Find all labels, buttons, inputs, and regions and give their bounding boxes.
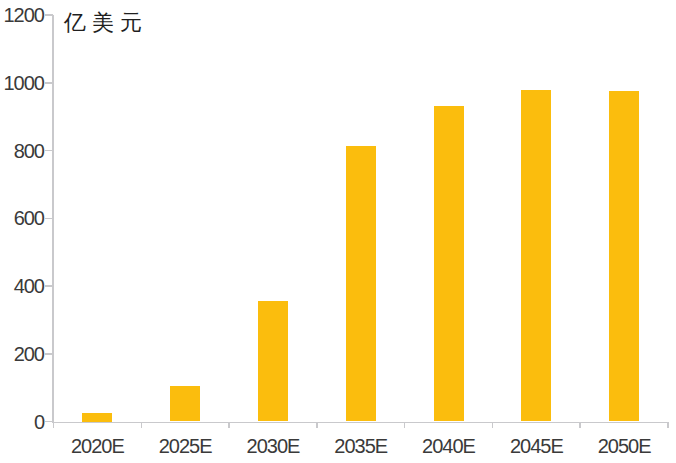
- bar-2045E: [521, 90, 551, 422]
- y-axis-tick-label: 600: [0, 207, 44, 229]
- y-axis-tick-mark: [45, 285, 53, 287]
- y-axis-unit-label: 亿美元: [64, 8, 148, 38]
- x-axis-tick-mark: [53, 422, 55, 428]
- x-axis-tick-label: 2045E: [492, 434, 580, 458]
- x-axis-tick-label: 2050E: [580, 434, 668, 458]
- bar-2025E: [170, 386, 200, 422]
- x-axis-tick-mark: [579, 422, 581, 428]
- bar-2035E: [346, 146, 376, 421]
- y-axis-tick-label: 200: [0, 343, 44, 365]
- bar-2030E: [258, 301, 288, 422]
- y-axis-tick-mark: [45, 218, 53, 220]
- x-axis-tick-mark: [667, 422, 669, 428]
- x-axis-tick-label: 2030E: [229, 434, 317, 458]
- bar-2020E: [82, 413, 112, 421]
- y-axis-tick-mark: [45, 353, 53, 355]
- y-axis-tick-label: 400: [0, 275, 44, 297]
- y-axis-tick-mark: [45, 82, 53, 84]
- x-axis-tick-label: 2040E: [405, 434, 493, 458]
- y-axis-tick-mark: [45, 14, 53, 16]
- y-axis-tick-label: 1000: [0, 72, 44, 94]
- x-axis-tick-mark: [228, 422, 230, 428]
- y-axis-tick-label: 0: [0, 411, 44, 433]
- x-axis-tick-mark: [404, 422, 406, 428]
- x-axis-tick-label: 2020E: [54, 434, 142, 458]
- bar-2040E: [434, 106, 464, 422]
- y-axis-tick-label: 800: [0, 140, 44, 162]
- x-axis-tick-mark: [316, 422, 318, 428]
- x-axis-tick-mark: [492, 422, 494, 428]
- bar-2050E: [609, 91, 639, 422]
- y-axis-tick-mark: [45, 150, 53, 152]
- x-axis-tick-label: 2025E: [141, 434, 229, 458]
- y-axis-tick-label: 1200: [0, 4, 44, 26]
- x-axis-tick-label: 2035E: [317, 434, 405, 458]
- x-axis-line: [52, 422, 669, 424]
- x-axis-tick-mark: [141, 422, 143, 428]
- bar-chart: 亿美元 0 200 400 600 800 1000 1200 2020E2025E2030…: [0, 0, 676, 463]
